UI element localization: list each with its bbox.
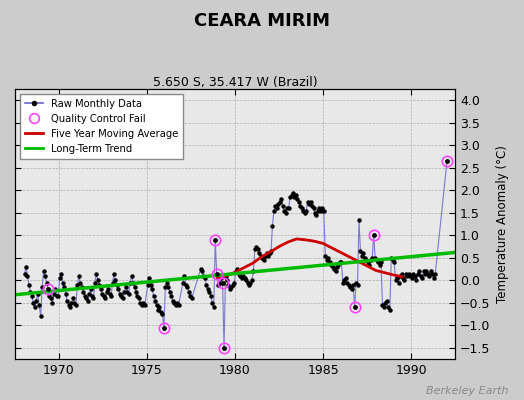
- Y-axis label: Temperature Anomaly (°C): Temperature Anomaly (°C): [496, 145, 509, 303]
- Text: Berkeley Earth: Berkeley Earth: [426, 386, 508, 396]
- Text: CEARA MIRIM: CEARA MIRIM: [194, 12, 330, 30]
- Legend: Raw Monthly Data, Quality Control Fail, Five Year Moving Average, Long-Term Tren: Raw Monthly Data, Quality Control Fail, …: [20, 94, 183, 159]
- Title: 5.650 S, 35.417 W (Brazil): 5.650 S, 35.417 W (Brazil): [152, 76, 318, 89]
